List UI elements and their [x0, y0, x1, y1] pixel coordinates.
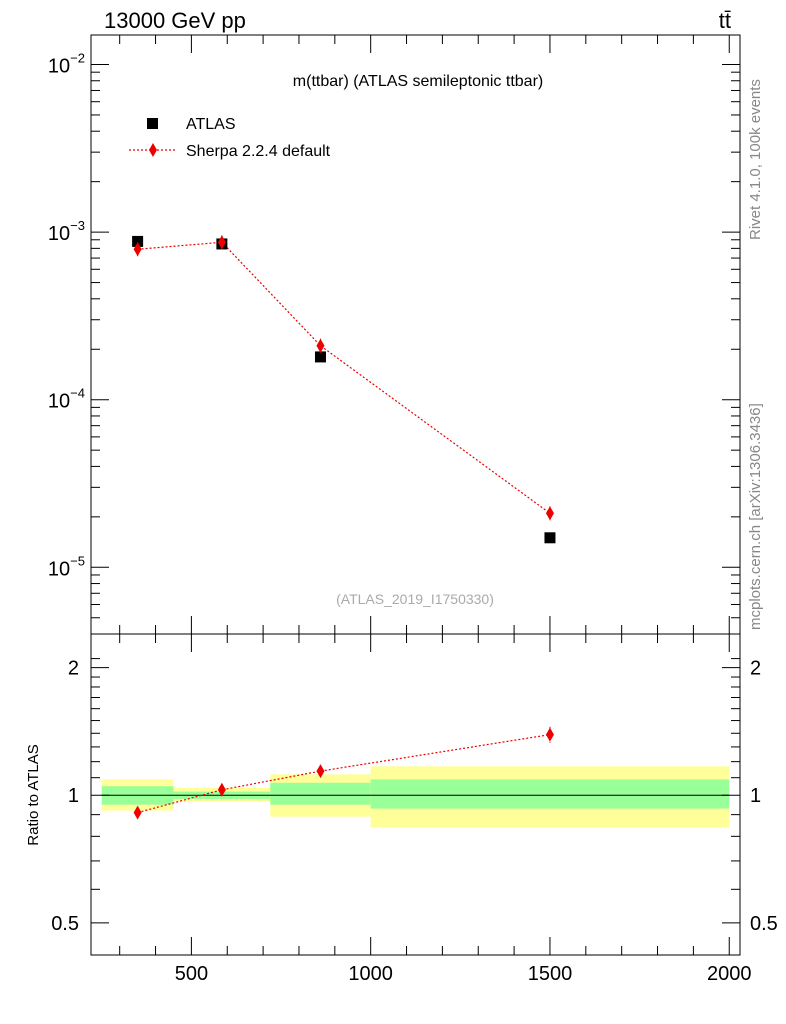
ratio-y-tick-label-right: 0.5 — [750, 913, 778, 935]
rivet-version-label: Rivet 4.1.0, 100k events — [747, 79, 764, 240]
ratio-y-ticks: 0.5 0.5 1 1 2 2 — [51, 658, 778, 935]
x-tick-label: 1000 — [348, 963, 393, 985]
atlas-data-point — [544, 532, 556, 544]
ratio-inner-band — [370, 779, 730, 809]
legend-atlas-label: ATLAS — [186, 116, 236, 133]
x-tick-label: 2000 — [707, 963, 752, 985]
ratio-sherpa-line — [137, 733, 551, 814]
x-tick-label: 500 — [175, 963, 208, 985]
main-x-ticks — [119, 35, 730, 634]
sherpa-point — [217, 235, 226, 250]
ratio-y-tick-label: 2 — [68, 658, 79, 680]
legend: ATLAS Sherpa 2.2.4 default — [129, 116, 331, 160]
analysis-reference: (ATLAS_2019_I1750330) — [336, 591, 494, 607]
ratio-y-tick-label: 1 — [68, 785, 79, 807]
header-energy-label: 13000 GeV pp — [104, 8, 246, 33]
ratio-sherpa-point — [133, 805, 142, 820]
ratio-x-ticks: 500 1000 1500 2000 — [119, 634, 752, 985]
legend-sherpa-marker — [149, 143, 157, 157]
x-tick-label: 1500 — [528, 963, 573, 985]
main-panel: 10−5 10−4 10−3 10−2 m(ttbar) (ATLAS semilep… — [48, 34, 741, 635]
sherpa-point — [133, 242, 142, 257]
legend-atlas-marker — [147, 118, 158, 129]
y-tick-label: 10−2 — [48, 51, 85, 78]
main-series — [132, 235, 556, 544]
legend-sherpa-label: Sherpa 2.2.4 default — [186, 143, 331, 160]
sherpa-line — [137, 241, 551, 514]
mcplots-reference-label: mcplots.cern.ch [arXiv:1306.3436] — [747, 403, 764, 630]
ratio-sherpa-point — [545, 727, 554, 742]
ratio-y-tick-label-right: 1 — [750, 785, 761, 807]
sherpa-point — [545, 506, 554, 521]
sherpa-point — [316, 338, 325, 353]
atlas-data-point — [132, 235, 144, 247]
header-process-label: tt̄ — [719, 8, 731, 33]
atlas-data-point — [314, 351, 326, 363]
ratio-y-tick-label: 0.5 — [51, 913, 79, 935]
ratio-sherpa-point — [217, 782, 226, 797]
y-tick-label: 10−3 — [48, 218, 85, 245]
ratio-series — [133, 726, 554, 820]
ratio-panel: 500 1000 1500 2000 0.5 0.5 1 1 2 2 Ratio to ATLA… — [25, 633, 778, 985]
main-y-ticks: 10−5 10−4 10−3 10−2 — [48, 51, 740, 635]
y-tick-label: 10−4 — [48, 386, 85, 413]
y-tick-label: 10−5 — [48, 553, 85, 580]
chart-title: m(ttbar) (ATLAS semileptonic ttbar) — [293, 73, 543, 90]
ratio-inner-band — [270, 782, 371, 805]
ratio-y-axis-label: Ratio to ATLAS — [25, 744, 42, 845]
ratio-y-tick-label-right: 2 — [750, 658, 761, 680]
ratio-sherpa-point — [316, 764, 325, 779]
ratio-frame — [90, 633, 741, 956]
